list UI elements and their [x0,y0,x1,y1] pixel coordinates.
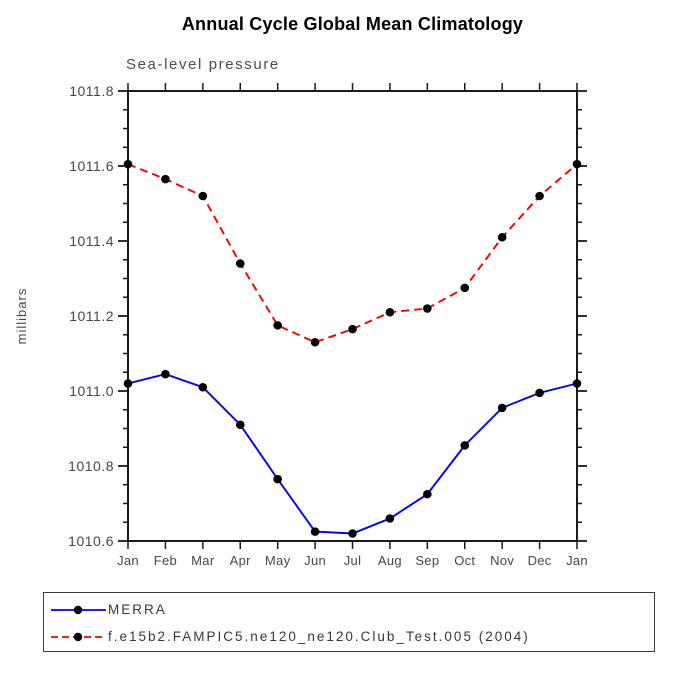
svg-text:1011.4: 1011.4 [69,233,114,249]
svg-text:1010.8: 1010.8 [68,458,114,474]
legend-item-model-run: f.e15b2.FAMPIC5.ne120_ne120.Club_Test.00… [50,623,654,650]
svg-text:Jan: Jan [566,553,588,568]
svg-text:Nov: Nov [490,553,514,568]
svg-text:Mar: Mar [191,553,215,568]
legend-label-model-run: f.e15b2.FAMPIC5.ne120_ne120.Club_Test.00… [108,629,530,644]
svg-text:1011.8: 1011.8 [69,83,114,99]
svg-text:Aug: Aug [378,553,402,568]
svg-text:Jul: Jul [344,553,362,568]
svg-text:1011.0: 1011.0 [69,383,114,399]
legend: MERRA f.e15b2.FAMPIC5.ne120_ne120.Club_T… [43,592,655,652]
svg-text:millibars: millibars [14,288,29,345]
svg-text:Oct: Oct [454,553,475,568]
chart-title: Annual Cycle Global Mean Climatology [181,14,524,34]
legend-label-merra: MERRA [108,602,167,617]
svg-text:Jun: Jun [304,553,326,568]
legend-swatch-merra-line [51,605,106,614]
svg-text:Apr: Apr [230,553,252,568]
svg-text:1010.6: 1010.6 [68,533,114,549]
legend-item-merra: MERRA [50,596,654,623]
svg-text:Sep: Sep [415,553,439,568]
svg-text:1011.6: 1011.6 [69,158,114,174]
chart-subtitle: Sea-level pressure [126,56,280,73]
svg-text:Dec: Dec [528,553,552,568]
svg-text:1011.2: 1011.2 [69,308,114,324]
svg-text:May: May [265,553,291,568]
legend-swatch-model-line [51,632,106,641]
svg-text:Feb: Feb [154,553,177,568]
svg-text:Jan: Jan [117,553,139,568]
